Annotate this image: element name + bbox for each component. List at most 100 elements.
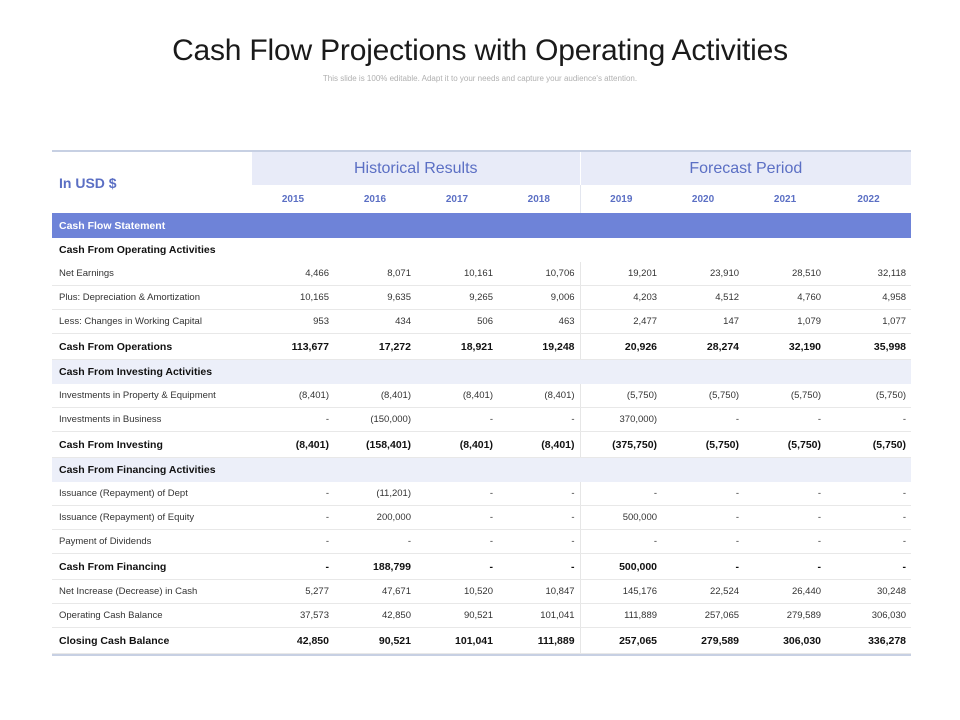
cell-value: 257,065 [580, 627, 663, 654]
cell-value: 9,635 [334, 285, 416, 310]
cell-value: 4,512 [662, 285, 745, 310]
cell-value: - [416, 553, 498, 580]
row-label: Issuance (Repayment) of Dept [52, 482, 252, 506]
cell-value: (5,750) [580, 384, 663, 408]
cell-value: - [252, 553, 334, 580]
cell-value: 90,521 [416, 603, 498, 628]
cell-value: (8,401) [498, 384, 581, 408]
cell-value: 28,274 [662, 333, 745, 360]
cell-value: 9,006 [498, 285, 581, 310]
cell-value: - [662, 529, 745, 554]
cell-value: 32,118 [826, 262, 912, 286]
cell-value: - [826, 505, 912, 530]
operating-section-header: Cash From Operating Activities [52, 238, 911, 262]
table-row: Less: Changes in Working Capital 953 434 50… [52, 309, 912, 334]
year-header: 2016 [334, 185, 416, 213]
cell-value: (11,201) [334, 482, 416, 506]
cell-value: - [498, 529, 581, 554]
cell-value: (150,000) [334, 407, 416, 432]
unit-label: In USD $ [52, 152, 252, 213]
cell-value: 19,248 [498, 333, 581, 360]
cell-value: (158,401) [334, 431, 416, 458]
cell-value: 1,079 [744, 309, 827, 334]
cell-value: 10,520 [416, 579, 498, 604]
cell-value: (8,401) [252, 384, 334, 408]
cell-value: - [662, 553, 745, 580]
cell-value: (5,750) [744, 431, 827, 458]
cell-value: 4,203 [580, 285, 663, 310]
cell-value: 28,510 [744, 262, 827, 286]
cell-value: 90,521 [334, 627, 416, 654]
historical-results-header: Historical Results [252, 152, 581, 185]
table-row: Investments in Property & Equipment (8,40… [52, 384, 912, 408]
cell-value: - [498, 482, 581, 506]
cell-value: 1,077 [826, 309, 912, 334]
cash-flow-statement-banner: Cash Flow Statement [52, 213, 912, 238]
cell-value: 4,466 [252, 262, 334, 286]
row-label: Operating Cash Balance [52, 603, 252, 628]
cell-value: 306,030 [744, 627, 827, 654]
cell-value: 17,272 [334, 333, 416, 360]
cell-value: - [662, 482, 745, 506]
cell-value: - [334, 529, 416, 554]
cell-value: (8,401) [252, 431, 334, 458]
cell-value: 145,176 [580, 579, 663, 604]
cell-value: 10,706 [498, 262, 581, 286]
cell-value: 336,278 [826, 627, 912, 654]
row-label: Issuance (Repayment) of Equity [52, 505, 252, 530]
cell-value: - [416, 482, 498, 506]
year-header: 2015 [252, 185, 334, 213]
row-label: Plus: Depreciation & Amortization [52, 285, 252, 310]
cell-value: - [252, 529, 334, 554]
cell-value: 23,910 [662, 262, 745, 286]
cash-flow-table: In USD $ Historical Results Forecast Per… [52, 150, 912, 656]
cell-value: 5,277 [252, 579, 334, 604]
cell-value: 19,201 [580, 262, 663, 286]
cell-value: (375,750) [580, 431, 663, 458]
financing-section-header: Cash From Financing Activities [52, 457, 912, 482]
cell-value: - [252, 505, 334, 530]
cell-value: - [744, 407, 827, 432]
cell-value: 188,799 [334, 553, 416, 580]
cell-value: - [498, 407, 581, 432]
cell-value: 22,524 [662, 579, 745, 604]
cell-value: 18,921 [416, 333, 498, 360]
cell-value: - [580, 529, 663, 554]
cell-value: 111,889 [498, 627, 581, 654]
cell-value: 30,248 [826, 579, 912, 604]
table-row: Issuance (Repayment) of Dept - (11,201) - - -… [52, 482, 912, 506]
slide-title: Cash Flow Projections with Operating Act… [172, 34, 788, 67]
cell-value: - [498, 553, 581, 580]
cell-value: - [498, 505, 581, 530]
row-label: Net Increase (Decrease) in Cash [52, 579, 252, 604]
cell-value: - [744, 529, 827, 554]
cell-value: 4,958 [826, 285, 912, 310]
cell-value: 279,589 [662, 627, 745, 654]
table-row: Payment of Dividends - - - - - - - - [52, 529, 912, 554]
year-header: 2017 [416, 185, 498, 213]
cell-value: (8,401) [416, 431, 498, 458]
table-row: Plus: Depreciation & Amortization 10,165 9… [52, 285, 912, 310]
cell-value: (8,401) [416, 384, 498, 408]
cell-value: 506 [416, 309, 498, 334]
cell-value: 434 [334, 309, 416, 334]
cell-value: (5,750) [744, 384, 827, 408]
year-header: 2019 [580, 185, 663, 213]
year-header-row: 2015 2016 2017 2018 2019 2020 2021 2022 [52, 185, 912, 213]
cell-value: (5,750) [662, 431, 745, 458]
row-label: Cash From Financing [52, 553, 252, 580]
cell-value: 257,065 [662, 603, 745, 628]
year-header: 2020 [662, 185, 745, 213]
cell-value: (5,750) [826, 384, 912, 408]
cell-value: - [662, 407, 745, 432]
financing-total-row: Cash From Financing -188,799- -500,000- - - [52, 553, 912, 580]
section-label: Cash From Investing Activities [52, 359, 912, 384]
banner-label: Cash Flow Statement [52, 213, 912, 238]
cell-value: 10,161 [416, 262, 498, 286]
row-label: Cash From Investing [52, 431, 252, 458]
cell-value: 42,850 [252, 627, 334, 654]
cell-value: 32,190 [744, 333, 827, 360]
cell-value: 26,440 [744, 579, 827, 604]
section-label: Cash From Operating Activities [59, 244, 216, 256]
cell-value: - [252, 407, 334, 432]
